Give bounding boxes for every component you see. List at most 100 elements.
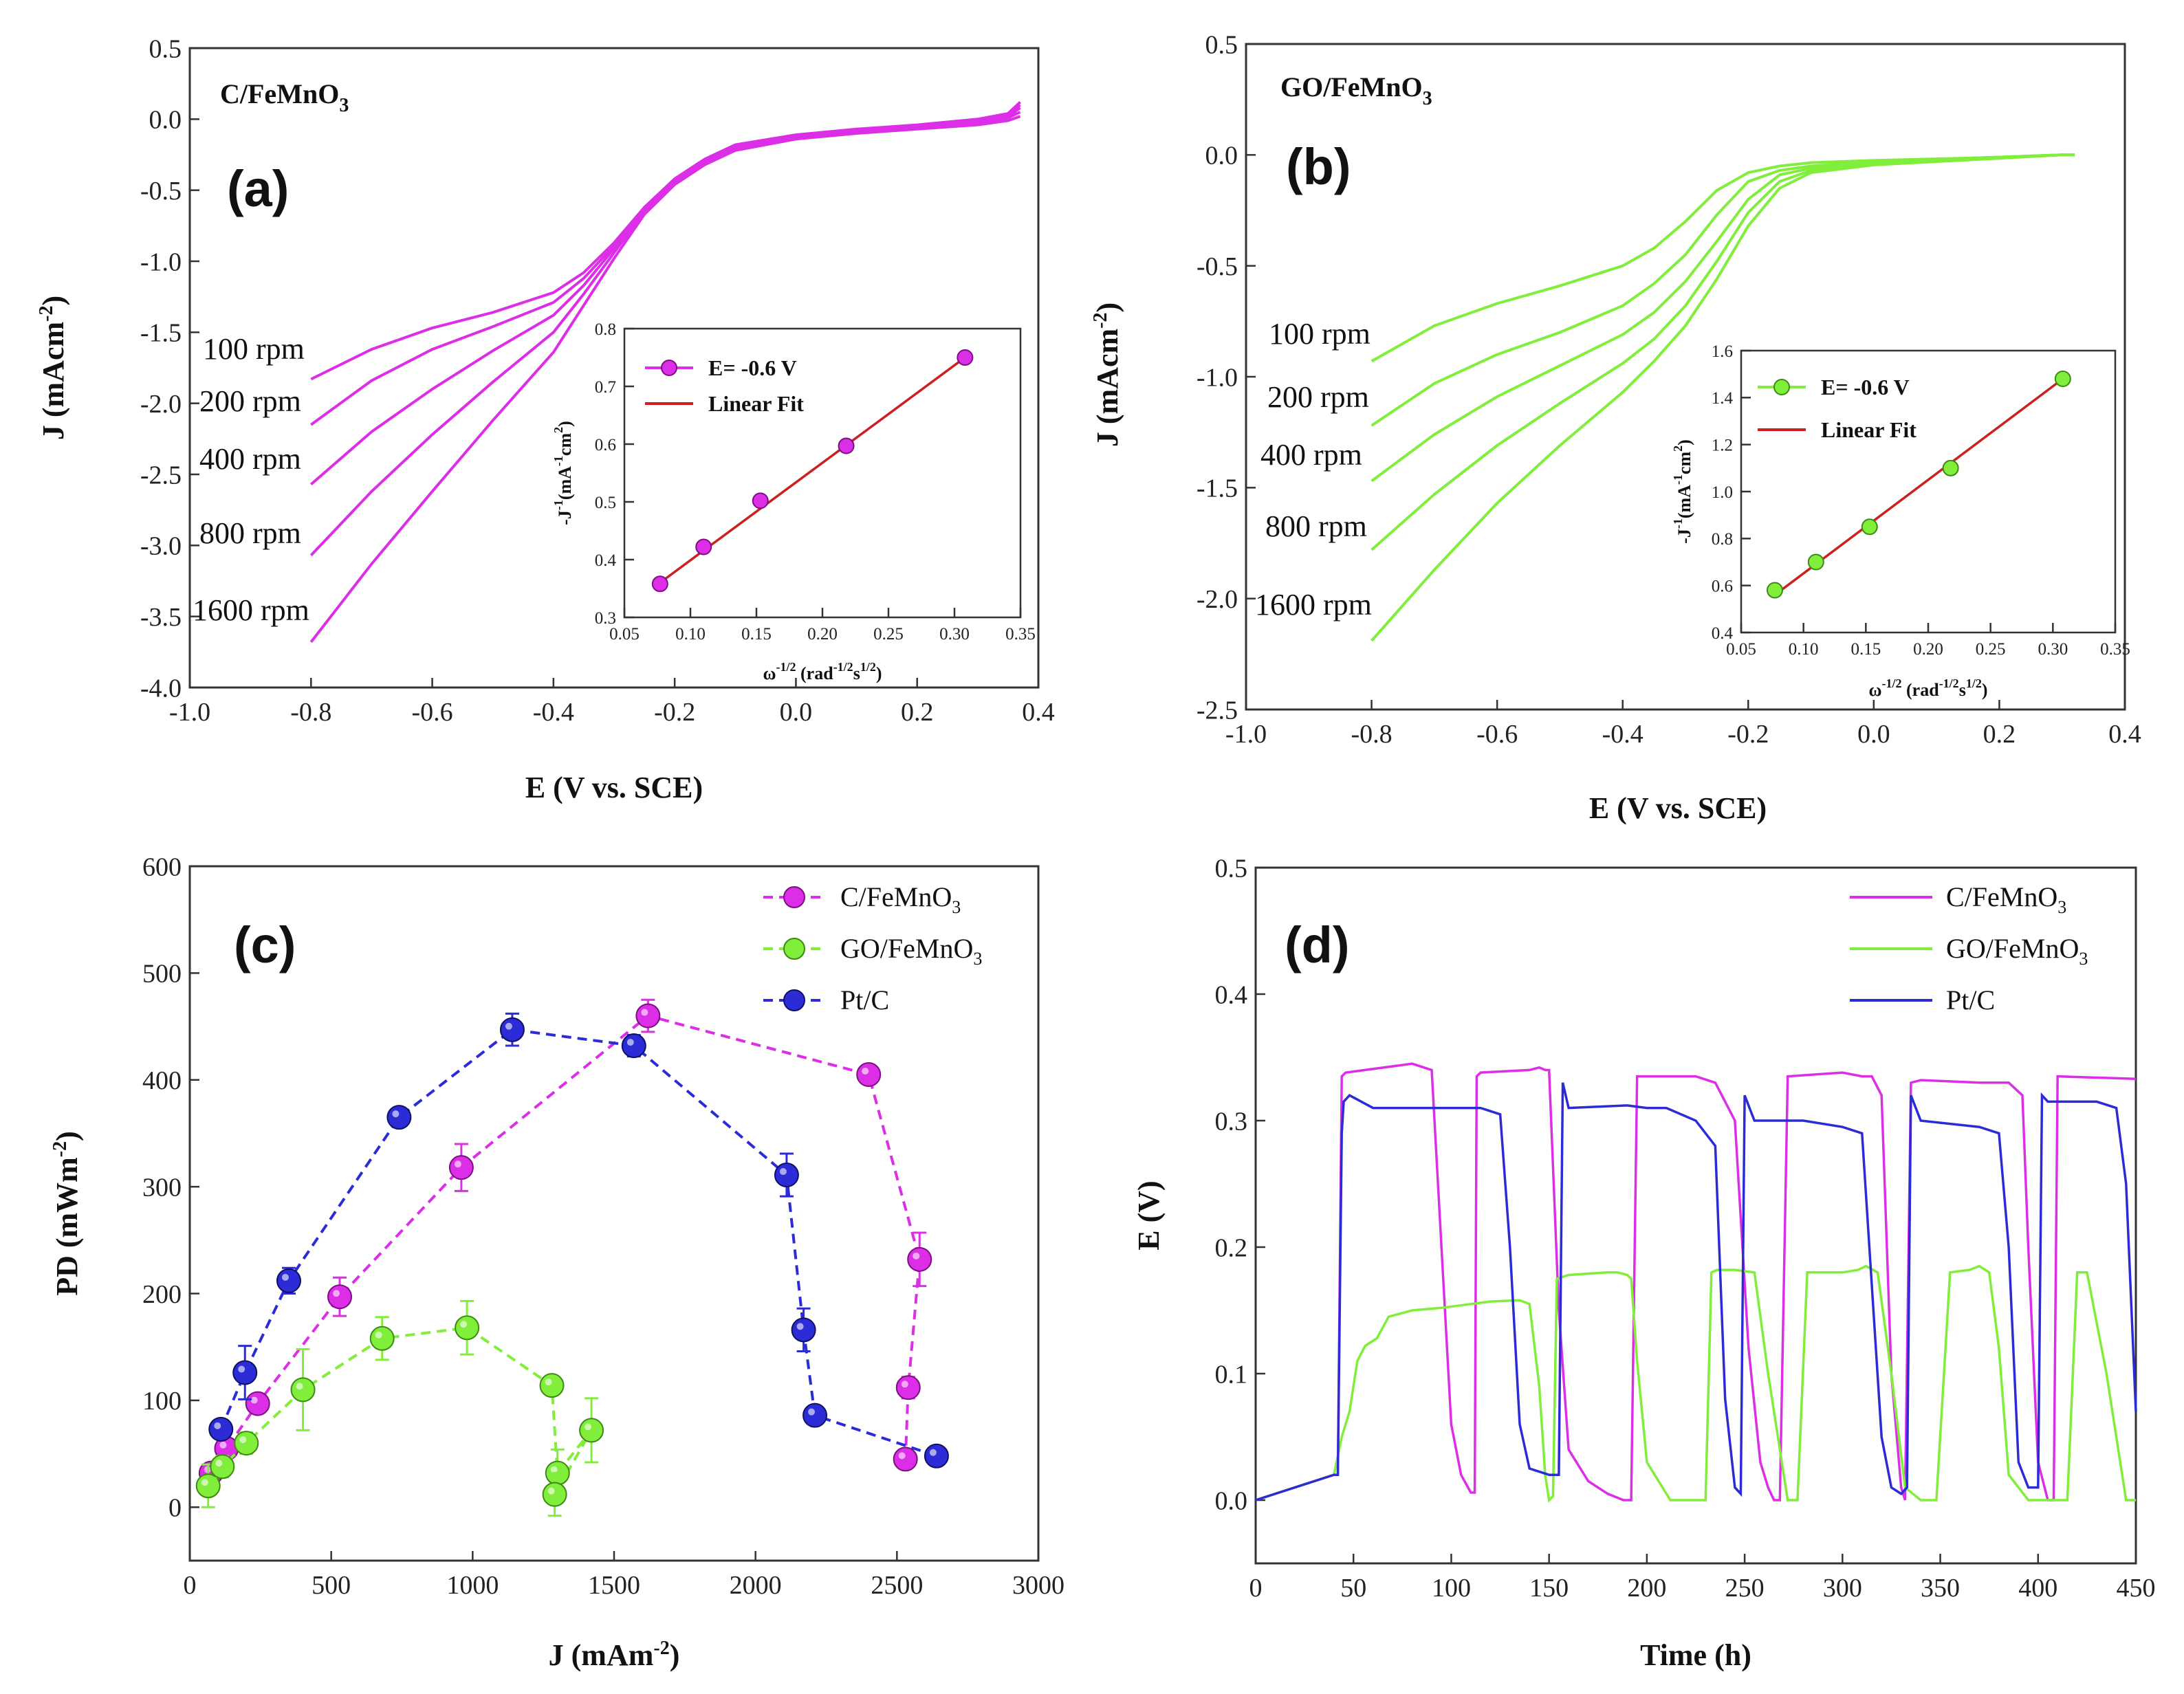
pd-point bbox=[234, 1431, 259, 1456]
inset-point-a bbox=[957, 349, 974, 366]
panel-c: 0 500 1000 1500 2000 2500 3000 0 100 200 300 400 500… bbox=[50, 852, 1064, 1672]
y-tick-label: 400 bbox=[142, 1066, 182, 1095]
panel-a-inset: 0.05 0.10 0.15 0.20 0.25 0.30 0.35 0.3 0.4 0.5 0.6… bbox=[552, 320, 1036, 683]
x-tick-label: 0.15 bbox=[1850, 640, 1881, 659]
panel-b-title: GO/FeMnO3 bbox=[1280, 72, 1432, 109]
pd-point-highlight bbox=[281, 1273, 289, 1281]
pd-point-highlight bbox=[238, 1365, 245, 1373]
panel-c-legend: C/FeMnO3 GO/FeMnO3 Pt/C bbox=[763, 881, 982, 1015]
x-tick-label: 0.30 bbox=[939, 625, 970, 644]
inset-legend-fit-b: Linear Fit bbox=[1821, 417, 1917, 442]
pd-point-highlight bbox=[808, 1408, 816, 1416]
y-tick-label: -2.5 bbox=[1197, 696, 1238, 725]
inset-legend-fit-a: Linear Fit bbox=[708, 391, 804, 416]
panel-b: -1.0 -0.8 -0.6 -0.4 -0.2 0.0 0.2 0.4 0.5 0.0 -0.5 -… bbox=[1090, 30, 2141, 825]
inset-ylabel-a: -J-1(mA-1cm2) bbox=[552, 421, 575, 525]
y-tick-label: -0.5 bbox=[140, 177, 182, 206]
pd-point bbox=[208, 1416, 234, 1442]
x-tick-label: 0 bbox=[184, 1571, 197, 1600]
x-tick-label: 0.15 bbox=[741, 625, 772, 644]
pd-point-highlight bbox=[898, 1452, 906, 1460]
inset-ylabel-b: -J-1(mA-1cm2) bbox=[1671, 439, 1694, 544]
pd-point-highlight bbox=[239, 1436, 247, 1444]
pd-point bbox=[895, 1375, 921, 1400]
x-tick-label: 500 bbox=[312, 1571, 351, 1600]
x-tick-label: 0.0 bbox=[780, 698, 813, 727]
x-tick-label: 0.35 bbox=[1005, 625, 1036, 644]
x-tick-label: 400 bbox=[2018, 1574, 2057, 1603]
y-tick-label: 0.0 bbox=[149, 106, 182, 135]
y-tick-label: 1.4 bbox=[1712, 389, 1734, 408]
y-tick-label: -3.5 bbox=[140, 603, 182, 632]
pd-point-highlight bbox=[214, 1422, 221, 1429]
x-tick-label: -0.2 bbox=[1727, 720, 1769, 749]
inset-point-b bbox=[1942, 459, 1959, 476]
inset-point-b bbox=[1766, 582, 1783, 599]
x-tick-label: -0.8 bbox=[290, 698, 331, 727]
y-tick-label: 0.6 bbox=[1712, 577, 1733, 595]
panel-b-inset-frame bbox=[1740, 349, 2117, 634]
x-tick-label: 1000 bbox=[446, 1571, 499, 1600]
pd-point-highlight bbox=[333, 1290, 340, 1297]
pd-line-0 bbox=[210, 1014, 921, 1474]
inset-point-a bbox=[695, 538, 712, 556]
y-tick-label: 0.4 bbox=[595, 551, 617, 570]
pd-point-highlight bbox=[375, 1331, 382, 1339]
pd-point bbox=[542, 1482, 567, 1507]
panel-c-xlabel: J (mAm-2) bbox=[549, 1638, 680, 1672]
x-tick-label: 0 bbox=[1249, 1574, 1263, 1603]
y-tick-label: -2.0 bbox=[140, 390, 182, 419]
x-tick-label: 0.4 bbox=[2108, 720, 2141, 749]
x-tick-label: 0.30 bbox=[2038, 640, 2068, 659]
panel-a-frame bbox=[188, 47, 1040, 689]
voltage-line-0 bbox=[1255, 1062, 2137, 1502]
pd-point bbox=[455, 1315, 480, 1341]
panel-b-inset: 0.05 0.10 0.15 0.20 0.25 0.30 0.35 0.4 0.6 0.8 1.0… bbox=[1671, 342, 2130, 700]
inset-point-b bbox=[2054, 371, 2071, 387]
y-tick-label: 0.5 bbox=[149, 34, 182, 63]
pd-point bbox=[499, 1017, 525, 1042]
x-tick-label: 200 bbox=[1627, 1574, 1666, 1603]
panel-c-letter: (c) bbox=[234, 916, 296, 974]
pd-point bbox=[856, 1062, 882, 1087]
panel-b-curves bbox=[1371, 153, 2075, 642]
panel-a-xlabel: E (V vs. SCE) bbox=[525, 771, 703, 804]
panel-a-ylabel: J (mAcm-2) bbox=[36, 296, 70, 440]
y-tick-label: 500 bbox=[142, 960, 182, 989]
curve-b-100-rpm bbox=[1371, 153, 2075, 363]
x-tick-label: -0.6 bbox=[1476, 720, 1518, 749]
y-tick-label: 0.1 bbox=[1215, 1360, 1248, 1389]
x-tick-label: -1.0 bbox=[169, 698, 210, 727]
pd-point bbox=[539, 1373, 565, 1398]
y-tick-label: -2.5 bbox=[140, 461, 182, 490]
rpm-label-100: 100 rpm bbox=[203, 332, 305, 366]
y-tick-label: 0.5 bbox=[1215, 854, 1248, 883]
x-tick-label: 0.2 bbox=[1983, 720, 2016, 749]
pd-point bbox=[635, 1003, 661, 1028]
rpm-label-1600-b: 1600 rpm bbox=[1255, 588, 1372, 622]
y-tick-label: 100 bbox=[142, 1387, 182, 1416]
x-tick-label: 2500 bbox=[871, 1571, 923, 1600]
y-tick-label: -2.0 bbox=[1197, 585, 1238, 614]
y-tick-label: 1.0 bbox=[1712, 483, 1733, 502]
pd-point-highlight bbox=[901, 1380, 908, 1388]
x-tick-label: -0.2 bbox=[654, 698, 695, 727]
inset-point-b bbox=[1861, 518, 1878, 536]
x-tick-label: 350 bbox=[1921, 1574, 1960, 1603]
y-tick-label: 0.2 bbox=[1215, 1233, 1248, 1262]
x-tick-label: 0.05 bbox=[609, 625, 640, 644]
pd-point-highlight bbox=[219, 1441, 227, 1449]
pd-point-highlight bbox=[641, 1009, 648, 1016]
x-tick-label: 0.05 bbox=[1726, 640, 1756, 659]
pd-point-highlight bbox=[545, 1378, 552, 1386]
pd-point bbox=[907, 1246, 932, 1272]
panel-c-ticks: 0 500 1000 1500 2000 2500 3000 0 100 200 300 400 500… bbox=[142, 852, 1064, 1600]
legend-d-ptc: Pt/C bbox=[1946, 984, 1995, 1015]
x-tick-label: 0.4 bbox=[1022, 698, 1055, 727]
y-tick-label: 1.6 bbox=[1712, 342, 1733, 361]
panel-d: 0 50 100 150 200 250 300 350 400 450 0.0 0.1 0.2 0.3 0… bbox=[1132, 854, 2156, 1672]
inset-point-a bbox=[838, 437, 855, 454]
panel-b-ticks: -1.0 -0.8 -0.6 -0.4 -0.2 0.0 0.2 0.4 0.5 0.0 -0.5 -… bbox=[1197, 30, 2141, 749]
panel-a-inset-data bbox=[651, 349, 974, 593]
